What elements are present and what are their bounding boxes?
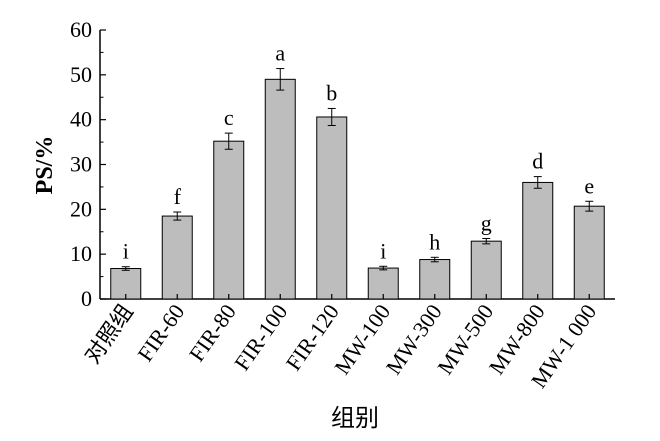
- significance-label: h: [429, 229, 440, 254]
- y-tick-label: 40: [70, 107, 92, 132]
- x-tick-label: FIR-100: [229, 300, 292, 375]
- y-tick-label: 30: [70, 152, 92, 177]
- significance-label: a: [275, 41, 285, 66]
- bar: [573, 205, 605, 300]
- y-tick-label: 20: [70, 196, 92, 221]
- x-tick-label: FIR-60: [132, 300, 189, 366]
- bar: [213, 140, 245, 300]
- significance-label: i: [123, 239, 129, 264]
- y-tick-label: 50: [70, 62, 92, 87]
- bar: [110, 268, 142, 300]
- bar: [264, 78, 296, 300]
- x-axis-title: 组别: [331, 405, 379, 432]
- plot-area: 0102030405060i对照组fFIR-60cFIR-80aFIR-100b…: [70, 17, 615, 392]
- significance-label: g: [481, 210, 492, 235]
- y-axis-title: PS/%: [32, 136, 58, 195]
- bar: [419, 259, 451, 300]
- y-tick-label: 60: [70, 17, 92, 42]
- bar: [470, 240, 502, 300]
- significance-label: e: [584, 173, 594, 198]
- bar: [316, 116, 348, 300]
- significance-label: d: [532, 149, 543, 174]
- y-tick-label: 0: [81, 286, 92, 311]
- significance-label: b: [326, 80, 337, 105]
- bar: [161, 215, 193, 300]
- y-tick-label: 10: [70, 241, 92, 266]
- significance-label: i: [380, 238, 386, 263]
- bar: [522, 181, 554, 300]
- significance-label: f: [174, 184, 182, 209]
- significance-label: c: [224, 105, 234, 130]
